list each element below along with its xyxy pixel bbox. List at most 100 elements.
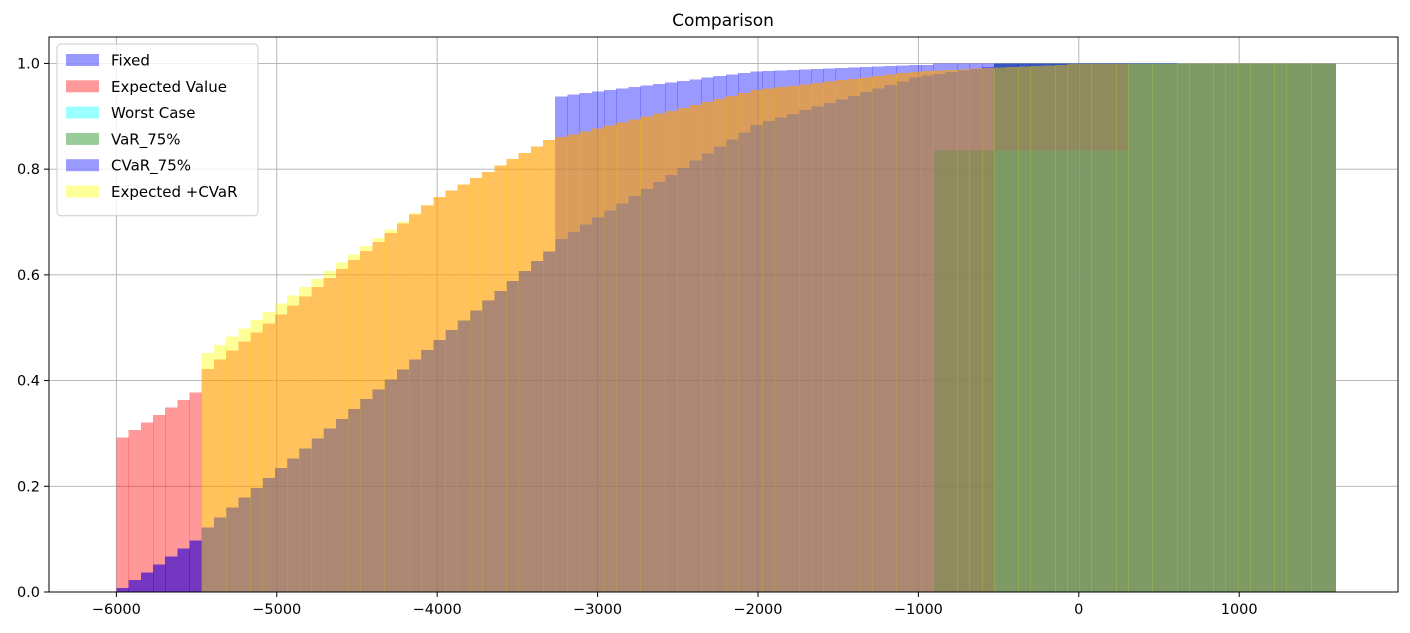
- bar: [1213, 63, 1227, 592]
- bar: [1311, 63, 1324, 592]
- bar: [482, 171, 495, 592]
- bar: [872, 66, 885, 593]
- bar: [250, 487, 264, 592]
- bar: [1018, 66, 1032, 592]
- bar: [591, 91, 605, 593]
- bar: [689, 104, 702, 593]
- bar: [238, 497, 251, 592]
- bar: [1201, 63, 1214, 592]
- bar: [640, 116, 654, 592]
- bar: [1079, 150, 1092, 592]
- bar: [823, 68, 836, 592]
- bar: [1298, 63, 1312, 592]
- bar: [1164, 63, 1178, 592]
- bar: [1140, 63, 1153, 592]
- bar: [1213, 63, 1227, 592]
- bar: [408, 359, 422, 592]
- bar: [1116, 150, 1129, 592]
- bar: [555, 96, 568, 593]
- bar: [1189, 63, 1202, 593]
- bar: [372, 389, 385, 592]
- bar: [1079, 63, 1092, 592]
- bar: [433, 197, 446, 592]
- bar: [738, 73, 751, 593]
- bar: [616, 122, 629, 592]
- bar: [603, 125, 617, 593]
- bar: [823, 102, 836, 592]
- bar: [1164, 63, 1178, 592]
- bar: [994, 63, 1007, 592]
- bar: [908, 65, 922, 593]
- bar: [860, 67, 873, 592]
- bar: [1250, 63, 1263, 592]
- bar: [1116, 63, 1129, 592]
- bar: [213, 517, 227, 592]
- bar: [908, 71, 922, 592]
- bar: [591, 128, 605, 593]
- bar: [762, 121, 776, 592]
- bar: [1116, 63, 1129, 592]
- bar: [140, 422, 154, 592]
- bar: [981, 68, 995, 592]
- bar: [1286, 63, 1300, 592]
- bar: [506, 280, 520, 592]
- bar: [335, 418, 349, 592]
- bar: [1103, 63, 1117, 592]
- bar: [579, 131, 593, 593]
- bar: [1237, 63, 1251, 592]
- bar: [689, 104, 702, 593]
- bar: [274, 303, 288, 592]
- bar: [1164, 63, 1178, 592]
- bar: [335, 262, 349, 592]
- bar: [652, 113, 666, 592]
- legend-swatch: [66, 106, 99, 119]
- bar: [1286, 63, 1300, 592]
- bar: [323, 278, 337, 592]
- bar: [457, 320, 471, 592]
- bar: [1042, 150, 1056, 592]
- bar: [957, 69, 971, 593]
- legend-swatch: [66, 54, 99, 66]
- axes: −6000 −5000 −4000 −3000 −2000 −1000 0 1000 0.0 0.…: [17, 56, 1258, 618]
- bar: [433, 340, 446, 592]
- bar: [1311, 63, 1324, 592]
- bar: [360, 246, 373, 593]
- bar: [603, 125, 617, 593]
- bar: [482, 171, 495, 592]
- x-tick-label: −5000: [252, 602, 301, 618]
- bar: [933, 70, 946, 592]
- bar: [1189, 63, 1202, 592]
- bar: [445, 330, 459, 592]
- bar: [1055, 63, 1068, 592]
- bar: [1164, 63, 1178, 592]
- bar: [896, 81, 910, 592]
- bar: [1237, 63, 1251, 592]
- bar: [140, 572, 154, 592]
- series-2: [994, 63, 1336, 592]
- bar: [872, 88, 885, 593]
- bar: [1018, 63, 1032, 592]
- bar: [957, 69, 971, 593]
- bar: [933, 150, 946, 592]
- bar: [1116, 63, 1129, 592]
- bar: [274, 468, 288, 592]
- legend-swatch: [66, 132, 99, 145]
- bar: [762, 88, 776, 593]
- bar: [506, 159, 520, 592]
- bar: [1055, 64, 1068, 593]
- bar: [299, 296, 312, 592]
- bar: [969, 68, 983, 592]
- bar: [689, 160, 702, 592]
- bar: [1262, 63, 1275, 593]
- bar: [445, 190, 459, 592]
- bar: [1091, 63, 1105, 592]
- bar: [1250, 63, 1263, 592]
- bar: [1030, 63, 1044, 592]
- bar: [384, 229, 398, 592]
- bar: [530, 146, 544, 592]
- bar: [799, 84, 812, 592]
- x-tick-label: 0: [1074, 602, 1083, 618]
- bar: [1286, 63, 1300, 593]
- chart-title: Comparison: [672, 11, 774, 31]
- bar: [823, 81, 836, 592]
